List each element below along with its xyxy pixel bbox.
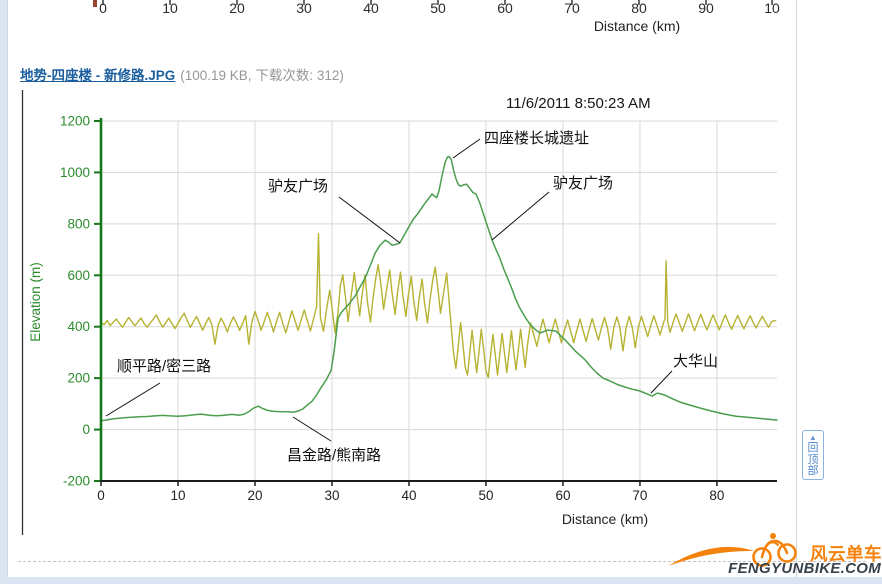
- top-axis-tick-label: 60: [497, 0, 513, 16]
- back-to-top-button[interactable]: ▲ 回顶部: [802, 430, 824, 480]
- content-right-border: [796, 0, 797, 578]
- top-axis-title: Distance (km): [594, 18, 680, 34]
- left-edge-strip: [0, 0, 8, 584]
- attachment-meta: (100.19 KB, 下载次数: 312): [180, 68, 344, 83]
- chart-annotation: 大华山: [673, 353, 718, 370]
- y-tick-label: 200: [67, 371, 90, 386]
- attachment-line: 地势-四座楼 - 新修路.JPG (100.19 KB, 下载次数: 312): [20, 64, 344, 84]
- site-domain: FENGYUNBIKE.COM: [728, 560, 881, 577]
- bicycle-icon: [668, 533, 797, 567]
- top-axis-tick-label: 70: [564, 0, 580, 16]
- annotation-leader-line: [338, 196, 401, 244]
- top-axis-tick-label: 40: [363, 0, 379, 16]
- top-axis-tick-label: 10: [162, 0, 178, 16]
- chart-annotation: 驴友广场: [268, 178, 328, 195]
- top-axis-tick-label: 10: [764, 0, 780, 16]
- y-tick-label: 400: [67, 319, 90, 334]
- x-tick-label: 40: [401, 488, 416, 503]
- annotation-leader-line: [105, 382, 161, 417]
- y-tick-label: -200: [63, 474, 90, 489]
- site-name: 风云单车: [810, 544, 882, 564]
- x-tick-label: 60: [555, 488, 570, 503]
- dashed-separator: [18, 561, 866, 562]
- chart-annotation: 驴友广场: [553, 175, 613, 192]
- y-tick-label: 0: [82, 422, 90, 437]
- x-tick-label: 50: [478, 488, 493, 503]
- elevation-profile: [100, 155, 778, 422]
- x-tick-label: 0: [97, 488, 105, 503]
- top-axis-fragment-mark: [93, 0, 97, 7]
- annotation-leader-line: [452, 138, 481, 159]
- top-axis-tick-label: 50: [430, 0, 446, 16]
- top-axis-tick-label: 30: [296, 0, 312, 16]
- x-axis-title: Distance (km): [562, 511, 648, 527]
- annotation-leader-line: [292, 416, 332, 442]
- chart-annotation: 四座楼长城遗址: [484, 130, 589, 147]
- chart-timestamp: 11/6/2011 8:50:23 AM: [506, 95, 651, 112]
- annotation-leader-line: [650, 370, 673, 394]
- bottom-section-band: [0, 577, 882, 584]
- logo-swoosh: [668, 546, 754, 566]
- top-axis-tick-label: 90: [698, 0, 714, 16]
- x-tick-label: 30: [324, 488, 339, 503]
- attachment-link[interactable]: 地势-四座楼 - 新修路.JPG: [20, 68, 176, 83]
- top-axis-tick-label: 20: [229, 0, 245, 16]
- x-tick-label: 10: [170, 488, 185, 503]
- chart-annotation: 顺平路/密三路: [117, 358, 211, 375]
- y-tick-label: 800: [67, 216, 90, 231]
- y-axis-title: Elevation (m): [28, 262, 43, 342]
- y-tick-label: 1200: [60, 114, 90, 129]
- y-tick-label: 1000: [60, 165, 90, 180]
- x-tick-label: 20: [247, 488, 262, 503]
- back-to-top-label: 回顶部: [807, 442, 819, 477]
- site-logo[interactable]: 风云单车 FENGYUNBIKE.COM: [640, 530, 882, 580]
- top-axis-tick-label: 0: [99, 0, 107, 16]
- chart-annotation: 昌金路/熊南路: [287, 447, 381, 464]
- noisy-elevation-trace: [100, 232, 777, 379]
- annotation-leader-line: [491, 191, 550, 241]
- x-tick-label: 80: [709, 488, 724, 503]
- up-arrow-icon: ▲: [809, 433, 817, 442]
- top-axis-tick-label: 80: [631, 0, 647, 16]
- y-tick-label: 600: [67, 268, 90, 283]
- x-tick-label: 70: [632, 488, 647, 503]
